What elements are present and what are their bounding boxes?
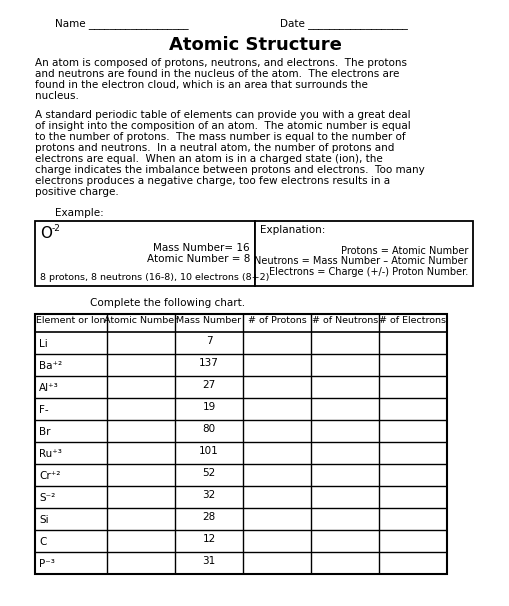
Text: Mass Number: Mass Number xyxy=(176,316,241,325)
Text: to the number of protons.  The mass number is equal to the number of: to the number of protons. The mass numbe… xyxy=(35,132,405,142)
Text: Atomic Number = 8: Atomic Number = 8 xyxy=(147,254,249,264)
Text: 28: 28 xyxy=(202,512,215,522)
Text: # of Electrons: # of Electrons xyxy=(379,316,445,325)
Text: 52: 52 xyxy=(202,468,215,478)
Text: 12: 12 xyxy=(202,534,215,544)
Text: Date ___________________: Date ___________________ xyxy=(279,18,407,29)
Text: 31: 31 xyxy=(202,556,215,566)
Text: An atom is composed of protons, neutrons, and electrons.  The protons: An atom is composed of protons, neutrons… xyxy=(35,58,406,68)
Text: Atomic Structure: Atomic Structure xyxy=(168,36,341,54)
Text: S⁻²: S⁻² xyxy=(39,493,55,503)
Text: Mass Number= 16: Mass Number= 16 xyxy=(153,243,249,253)
Bar xyxy=(254,221,472,286)
Text: Example:: Example: xyxy=(55,208,103,218)
Bar xyxy=(35,221,254,286)
Text: 32: 32 xyxy=(202,490,215,500)
Text: P⁻³: P⁻³ xyxy=(39,559,55,569)
Text: and neutrons are found in the nucleus of the atom.  The electrons are: and neutrons are found in the nucleus of… xyxy=(35,69,399,79)
Text: Protons = Atomic Number: Protons = Atomic Number xyxy=(340,246,467,256)
Text: charge indicates the imbalance between protons and electrons.  Too many: charge indicates the imbalance between p… xyxy=(35,165,424,175)
Text: protons and neutrons.  In a neutral atom, the number of protons and: protons and neutrons. In a neutral atom,… xyxy=(35,143,393,153)
Text: Al⁺³: Al⁺³ xyxy=(39,383,59,393)
Text: Li: Li xyxy=(39,339,48,349)
Text: F-: F- xyxy=(39,405,48,415)
Text: Ru⁺³: Ru⁺³ xyxy=(39,449,62,459)
Text: 80: 80 xyxy=(202,424,215,434)
Text: electrons are equal.  When an atom is in a charged state (ion), the: electrons are equal. When an atom is in … xyxy=(35,154,382,164)
Text: positive charge.: positive charge. xyxy=(35,187,119,197)
Text: 7: 7 xyxy=(205,336,212,346)
Text: # of Neutrons: # of Neutrons xyxy=(312,316,377,325)
Text: Name ___________________: Name ___________________ xyxy=(55,18,188,29)
Text: 101: 101 xyxy=(199,446,218,456)
Bar xyxy=(35,314,446,574)
Text: 19: 19 xyxy=(202,402,215,412)
Text: 137: 137 xyxy=(199,358,218,368)
Text: Atomic Number: Atomic Number xyxy=(104,316,178,325)
Text: Ba⁺²: Ba⁺² xyxy=(39,361,62,371)
Text: A standard periodic table of elements can provide you with a great deal: A standard periodic table of elements ca… xyxy=(35,110,410,120)
Text: 27: 27 xyxy=(202,380,215,390)
Text: electrons produces a negative charge, too few electrons results in a: electrons produces a negative charge, to… xyxy=(35,176,389,186)
Text: Element or Ion: Element or Ion xyxy=(36,316,105,325)
Text: Br: Br xyxy=(39,427,50,437)
Text: C: C xyxy=(39,537,46,547)
Text: Neutrons = Mass Number – Atomic Number: Neutrons = Mass Number – Atomic Number xyxy=(254,256,467,266)
Text: nucleus.: nucleus. xyxy=(35,91,79,101)
Text: O: O xyxy=(40,226,52,241)
Text: -2: -2 xyxy=(52,224,61,233)
Text: # of Protons: # of Protons xyxy=(247,316,306,325)
Text: Complete the following chart.: Complete the following chart. xyxy=(90,298,245,308)
Text: Cr⁺²: Cr⁺² xyxy=(39,471,60,481)
Text: of insight into the composition of an atom.  The atomic number is equal: of insight into the composition of an at… xyxy=(35,121,410,131)
Text: Si: Si xyxy=(39,515,48,525)
Text: found in the electron cloud, which is an area that surrounds the: found in the electron cloud, which is an… xyxy=(35,80,367,90)
Text: 8 protons, 8 neutrons (16-8), 10 electrons (8+2): 8 protons, 8 neutrons (16-8), 10 electro… xyxy=(40,273,269,282)
Text: Electrons = Charge (+/-) Proton Number.: Electrons = Charge (+/-) Proton Number. xyxy=(268,267,467,277)
Text: Explanation:: Explanation: xyxy=(260,225,325,235)
